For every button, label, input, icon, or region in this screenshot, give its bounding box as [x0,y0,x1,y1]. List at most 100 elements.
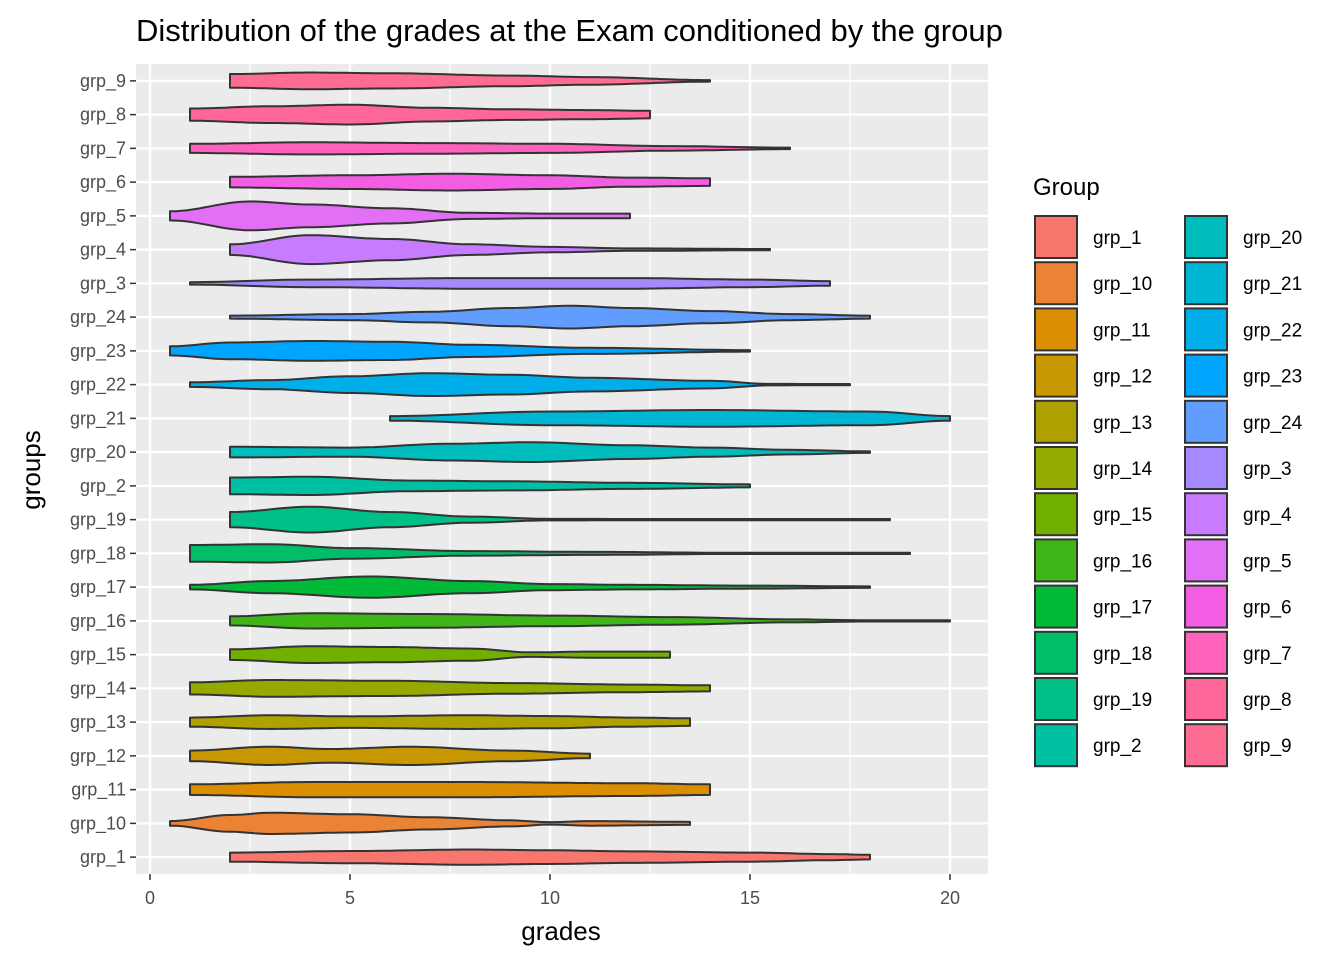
violin-grp-20 [229,441,871,463]
y-tick-label: grp_3 [80,273,126,294]
violin-grp-24 [229,304,871,330]
violin-grp-3 [189,277,831,290]
legend-label: grp_2 [1093,736,1142,757]
y-tick-label: grp_12 [70,746,126,767]
violin-grp-23 [169,340,751,362]
legend-key [1034,630,1078,675]
legend-label: grp_1 [1093,228,1142,249]
legend-label: grp_6 [1243,598,1292,619]
violin-grp-21 [389,409,951,428]
legend-key [1184,538,1228,583]
legend-key [1184,353,1228,398]
legend-label: grp_21 [1243,274,1302,295]
x-tick-label: 15 [740,888,760,908]
violin-grp-9 [229,71,711,91]
x-axis: 0 5 10 15 20 [145,874,960,908]
y-tick-label: grp_7 [80,138,126,159]
violin-layer [169,71,951,866]
legend-key [1034,584,1078,629]
legend-key [1184,446,1228,490]
legend-key [1034,538,1078,583]
y-tick-label: grp_4 [80,240,126,261]
y-tick-label: grp_8 [80,105,126,126]
legend-label: grp_5 [1243,551,1292,572]
legend-label: grp_18 [1093,644,1152,665]
violin-grp-11 [189,781,711,799]
x-tick-label: 10 [540,888,560,908]
violin-grp-2 [229,475,751,496]
violin-grp-19 [229,505,891,534]
violin-grp-10 [169,811,691,835]
y-tick-label: grp_9 [80,71,126,92]
y-tick-label: grp_5 [80,206,126,227]
legend-label: grp_8 [1243,690,1292,711]
violin-grp-17 [189,575,871,599]
y-tick-label: grp_1 [80,847,126,868]
legend-label: grp_22 [1243,320,1302,341]
legend-key [1184,492,1228,537]
y-tick-label: grp_16 [70,611,126,632]
legend-key [1034,723,1078,768]
y-tick-label: grp_6 [80,172,126,193]
x-tick-label: 20 [940,888,960,908]
legend-label: grp_23 [1243,367,1302,388]
y-axis-title: groups [16,430,46,510]
violin-grp-6 [229,172,711,192]
legend-label: grp_12 [1093,367,1152,388]
violin-grp-13 [189,714,691,730]
violin-grp-15 [229,645,671,664]
legend-label: grp_17 [1093,598,1152,619]
legend-label: grp_24 [1243,413,1303,434]
violin-grp-14 [189,679,711,698]
violin-grp-16 [229,612,951,630]
chart-title: Distribution of the grades at the Exam c… [136,13,1003,48]
x-tick-label: 5 [345,888,355,908]
legend-label: grp_19 [1093,690,1152,711]
legend-key [1184,215,1228,259]
y-tick-label: grp_22 [70,375,126,396]
legend-key [1184,261,1228,306]
legend-label: grp_10 [1093,274,1152,295]
legend-key [1034,353,1078,398]
legend-label: grp_7 [1243,644,1292,665]
y-tick-label: grp_23 [70,341,126,362]
y-tick-label: grp_20 [70,442,126,463]
legend-key [1034,677,1078,721]
legend-key [1034,215,1078,259]
y-tick-label: grp_10 [70,813,126,834]
violin-grp-22 [189,372,851,397]
legend-label: grp_15 [1093,505,1152,526]
legend: grp_1 grp_10 grp_11 grp_12 grp_13 grp_14 grp_1… [1034,215,1303,768]
legend-key [1184,399,1228,444]
y-tick-label: grp_13 [70,712,126,733]
legend-label: grp_20 [1243,228,1302,249]
y-tick-label: grp_11 [71,780,126,801]
y-tick-label: grp_15 [70,645,126,666]
violin-grp-8 [189,103,651,126]
y-tick-label: grp_14 [70,678,126,699]
legend-key [1034,446,1078,490]
y-tick-label: grp_18 [70,543,126,564]
legend-key [1184,584,1228,629]
y-axis: grp_1 grp_10 grp_11 grp_12 grp_13 grp_14 grp_1… [70,71,136,868]
legend-key [1184,307,1228,352]
violin-grp-7 [189,141,791,156]
legend-label: grp_4 [1243,505,1292,526]
y-tick-label: grp_17 [70,577,126,598]
y-tick-label: grp_2 [80,476,126,497]
legend-label: grp_11 [1093,320,1151,341]
legend-key [1034,399,1078,444]
violin-grp-4 [229,234,771,266]
legend-title: Group [1033,174,1100,201]
legend-key [1034,492,1078,537]
legend-key [1184,630,1228,675]
violin-grp-18 [189,543,911,564]
violin-grp-12 [189,745,591,766]
legend-key [1034,261,1078,306]
violin-grp-1 [229,848,871,866]
y-tick-label: grp_19 [70,510,126,531]
violin-grp-5 [169,200,631,232]
x-axis-title: grades [521,916,601,946]
y-tick-label: grp_24 [70,307,126,328]
